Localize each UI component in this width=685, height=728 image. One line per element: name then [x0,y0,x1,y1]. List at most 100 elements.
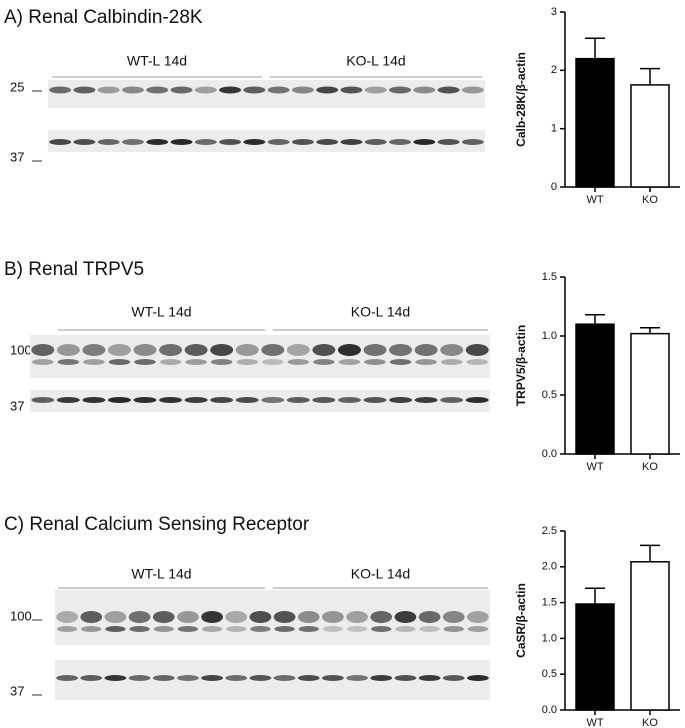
blot-band [133,344,157,356]
blot-band [467,611,489,623]
blot-band [413,86,436,94]
blot-band [184,344,208,356]
blot-band [312,397,336,403]
blot-band [466,359,488,365]
blot-band [415,359,437,365]
blot-band [243,86,266,94]
size-marker: 37 [10,398,24,413]
blot-band [184,397,208,403]
blot-band [152,611,175,623]
blot-band [363,397,387,403]
blot-band [201,626,223,632]
blot-band [337,397,361,403]
blot-band [219,86,242,94]
blot-band [194,86,217,94]
blot-band [56,675,78,681]
blot-group-label: KO-L 14d [351,566,410,582]
blot-band [226,626,247,632]
blot-band [364,359,386,365]
blot-band [177,626,199,632]
blot-band [316,139,339,145]
blot-band [297,611,320,623]
x-tick-label: WT [586,717,603,728]
blot-strip [30,390,490,412]
blot-band [370,675,393,681]
y-axis-label: CaSR/β-actin [514,583,528,658]
blot-band [298,626,319,632]
blot-band [443,626,464,632]
blot-band [159,397,183,403]
blot-band [394,675,417,681]
blot-band [363,344,387,356]
blot-band [122,139,144,145]
y-tick-label: 2.5 [542,525,557,537]
y-tick-label: 2.0 [542,561,557,573]
y-axis-label: TRPV5/β-actin [514,325,528,406]
bar [575,323,615,455]
blot-band [146,139,169,145]
blot-band [273,675,296,681]
blot-group-label: KO-L 14d [346,53,405,69]
panel-title: B) Renal TRPV5 [4,259,144,280]
blot-band [465,344,489,356]
blot-band [389,139,411,145]
blot-band [389,344,413,356]
blot-band [83,359,105,365]
blot-band [337,344,361,356]
x-tick-label: KO [642,461,658,473]
blot-band [291,139,314,145]
blot-band [104,611,127,623]
blot-band [249,675,272,681]
blot-band [394,611,417,623]
blot-band [80,611,103,623]
blot-band [159,344,183,356]
blot-band [267,86,290,94]
blot-band [159,359,182,365]
blot-band [389,397,413,403]
blot-band [395,626,416,632]
blot-band [340,86,363,94]
blot-band [81,626,102,632]
blot-band [56,344,80,356]
blot-band [236,359,258,365]
blot-band [177,675,199,681]
blot-band [129,626,150,632]
blot-band [418,675,441,681]
blot-band [73,139,96,145]
panel-title: C) Renal Calcium Sensing Receptor [4,514,310,535]
blot-band [419,626,440,632]
blot-band [261,344,285,356]
blot-band [418,611,441,623]
size-marker: 25 [10,79,24,94]
blot-strip [55,660,490,700]
blot-band [235,397,259,403]
blot-band [56,397,80,403]
blot-band [225,675,248,681]
blot-band [371,626,392,632]
blot-band [104,675,127,681]
blot-band [128,675,151,681]
blot-band [170,139,193,145]
blot-band [440,359,463,365]
blot-band [219,139,242,145]
blot-band [389,86,411,94]
blot-band [262,359,284,365]
blot-group-label: WT-L 14d [131,566,191,582]
blot-band [291,86,314,94]
blot-band [440,344,464,356]
blot-band [56,626,78,632]
blot-band [185,359,207,365]
blot-band [57,359,80,365]
y-tick-label: 0.0 [542,704,557,716]
blot-band [437,139,460,145]
blot-band [267,139,290,145]
bar [630,84,670,188]
bar [575,603,615,711]
blot-band [467,626,489,632]
x-tick-label: WT [586,194,603,206]
blot-band [322,675,344,681]
blot-band [133,397,157,403]
blot-band [82,344,106,356]
x-tick-label: KO [642,717,658,728]
blot-band [364,86,387,94]
